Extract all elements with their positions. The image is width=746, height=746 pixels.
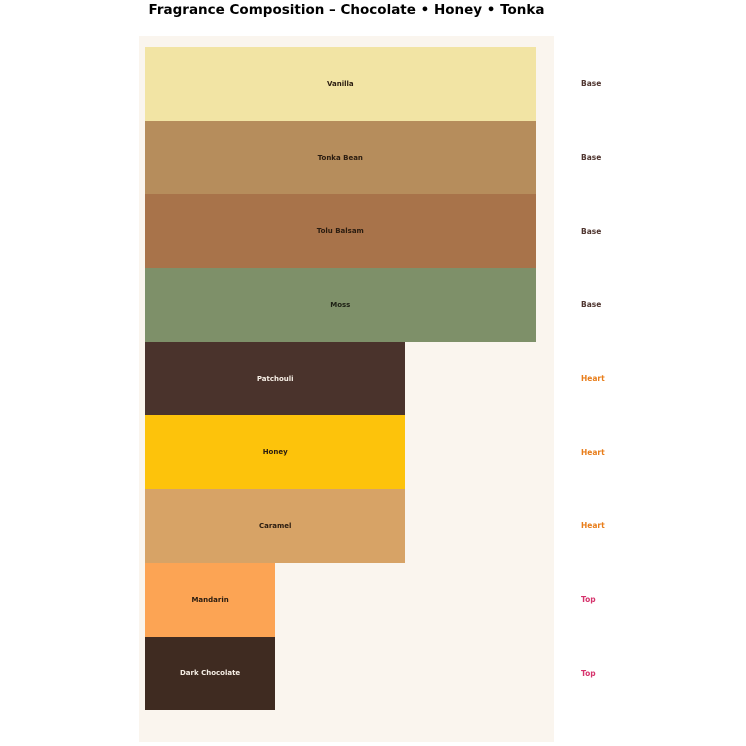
- bar-label: Honey: [262, 448, 288, 457]
- bar-label: Patchouli: [256, 374, 294, 383]
- tier-label-base: Base: [581, 79, 602, 89]
- tier-row: Heart: [581, 342, 701, 416]
- tier-labels-column: Base Base Base Base Heart Heart Heart Top Top: [581, 47, 701, 710]
- bar-row: Mandarin: [145, 562, 548, 637]
- tier-label-heart: Heart: [581, 521, 605, 531]
- bar-label: Tonka Bean: [317, 153, 363, 162]
- bar-row: Honey: [145, 415, 548, 490]
- tier-row: Heart: [581, 489, 701, 563]
- bar-segment-caramel: Caramel: [145, 489, 406, 563]
- tier-row: Base: [581, 194, 701, 268]
- tier-label-top: Top: [581, 595, 596, 605]
- tier-label-base: Base: [581, 300, 602, 310]
- bar-row: Tolu Balsam: [145, 194, 548, 269]
- bar-label: Tolu Balsam: [316, 227, 364, 236]
- tier-row: Top: [581, 637, 701, 711]
- bar-segment-tolu-balsam: Tolu Balsam: [145, 194, 536, 269]
- bar-label: Moss: [330, 300, 351, 309]
- tier-label-heart: Heart: [581, 447, 605, 457]
- bar-segment-dark-chocolate: Dark Chocolate: [145, 636, 276, 711]
- bar-row: Dark Chocolate: [145, 636, 548, 711]
- bar-label: Caramel: [258, 521, 292, 530]
- bar-row: Patchouli: [145, 341, 548, 416]
- bar-label: Mandarin: [191, 595, 229, 604]
- bar-row: Caramel: [145, 489, 548, 563]
- bar-segment-mandarin: Mandarin: [145, 562, 276, 637]
- bar-segment-patchouli: Patchouli: [145, 341, 406, 416]
- tier-label-base: Base: [581, 226, 602, 236]
- bar-segment-vanilla: Vanilla: [145, 47, 536, 121]
- bar-segment-honey: Honey: [145, 415, 406, 490]
- bar-label: Vanilla: [326, 79, 354, 88]
- bar-label: Dark Chocolate: [180, 669, 241, 678]
- bar-row: Moss: [145, 268, 548, 342]
- bars-container: Vanilla Tonka Bean Tolu Balsam Moss Patchoul…: [145, 47, 548, 711]
- bar-segment-tonka-bean: Tonka Bean: [145, 120, 536, 195]
- chart-title: Fragrance Composition – Chocolate • Hone…: [148, 2, 545, 18]
- bar-row: Tonka Bean: [145, 120, 548, 195]
- plot-area: Vanilla Tonka Bean Tolu Balsam Moss Patchoul…: [139, 36, 554, 742]
- tier-row: Base: [581, 47, 701, 121]
- tier-row: Heart: [581, 415, 701, 489]
- tier-row: Top: [581, 563, 701, 637]
- tier-row: Base: [581, 121, 701, 195]
- bar-row: Vanilla: [145, 47, 548, 121]
- tier-label-top: Top: [581, 668, 596, 678]
- tier-row: Base: [581, 268, 701, 342]
- tier-label-heart: Heart: [581, 374, 605, 384]
- tier-label-base: Base: [581, 153, 602, 163]
- bar-segment-moss: Moss: [145, 268, 536, 342]
